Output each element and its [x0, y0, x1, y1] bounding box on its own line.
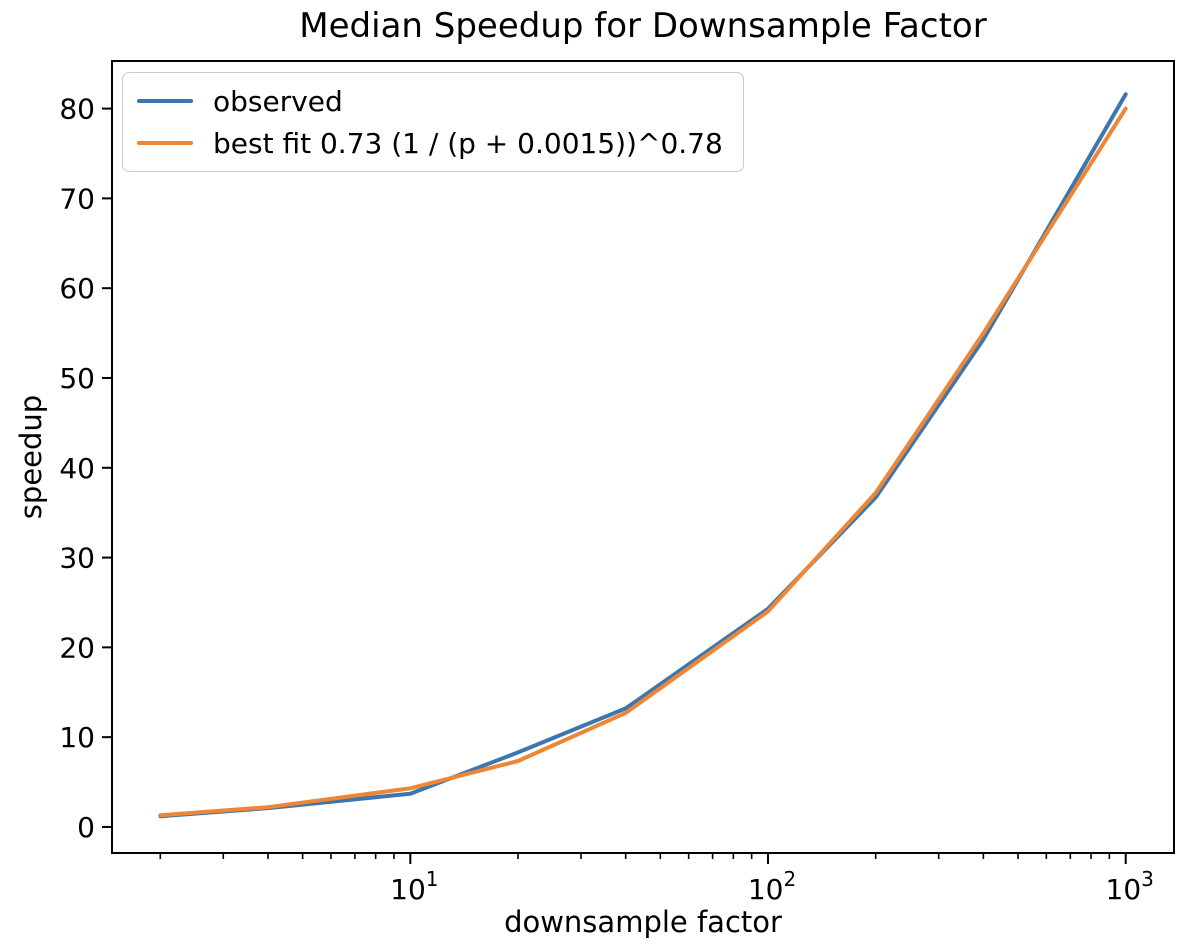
x-tick-label: 101: [390, 867, 438, 906]
x-axis-label: downsample factor: [504, 905, 782, 939]
y-tick-label: 0: [77, 811, 95, 844]
series-line-observed: [158, 92, 1128, 819]
data-series-lines: [158, 92, 1128, 819]
y-axis-label: speedup: [14, 394, 48, 520]
legend-label: observed: [213, 84, 343, 118]
y-tick-label: 60: [59, 272, 95, 305]
x-axis-major-ticks: 101 102 103: [390, 853, 1154, 906]
y-tick-label: 50: [59, 362, 95, 395]
y-axis-ticks: 0 10 20 30 40 50 60 70 80: [59, 93, 112, 844]
legend-line-swatch-observed: [137, 98, 193, 104]
y-tick-label: 30: [59, 542, 95, 575]
chart-title: Median Speedup for Downsample Factor: [299, 6, 987, 46]
x-tick-label: 103: [1106, 867, 1154, 906]
legend-entry: observed: [137, 81, 723, 121]
series-line-best-fit: [158, 106, 1128, 818]
y-tick-label: 20: [59, 631, 95, 664]
y-tick-label: 40: [59, 452, 95, 485]
x-tick-label: 102: [748, 867, 796, 906]
axes-frame: [111, 60, 1175, 854]
legend-line-swatch-best-fit: [137, 140, 193, 146]
legend-entry: best fit 0.73 (1 / (p + 0.0015))^0.78: [137, 123, 723, 163]
legend-label: best fit 0.73 (1 / (p + 0.0015))^0.78: [213, 126, 723, 160]
y-tick-label: 10: [59, 721, 95, 754]
legend: observed best fit 0.73 (1 / (p + 0.0015))…: [122, 72, 744, 172]
plot-border: [111, 60, 1175, 854]
y-tick-label: 70: [59, 182, 95, 215]
y-tick-label: 80: [59, 93, 95, 126]
